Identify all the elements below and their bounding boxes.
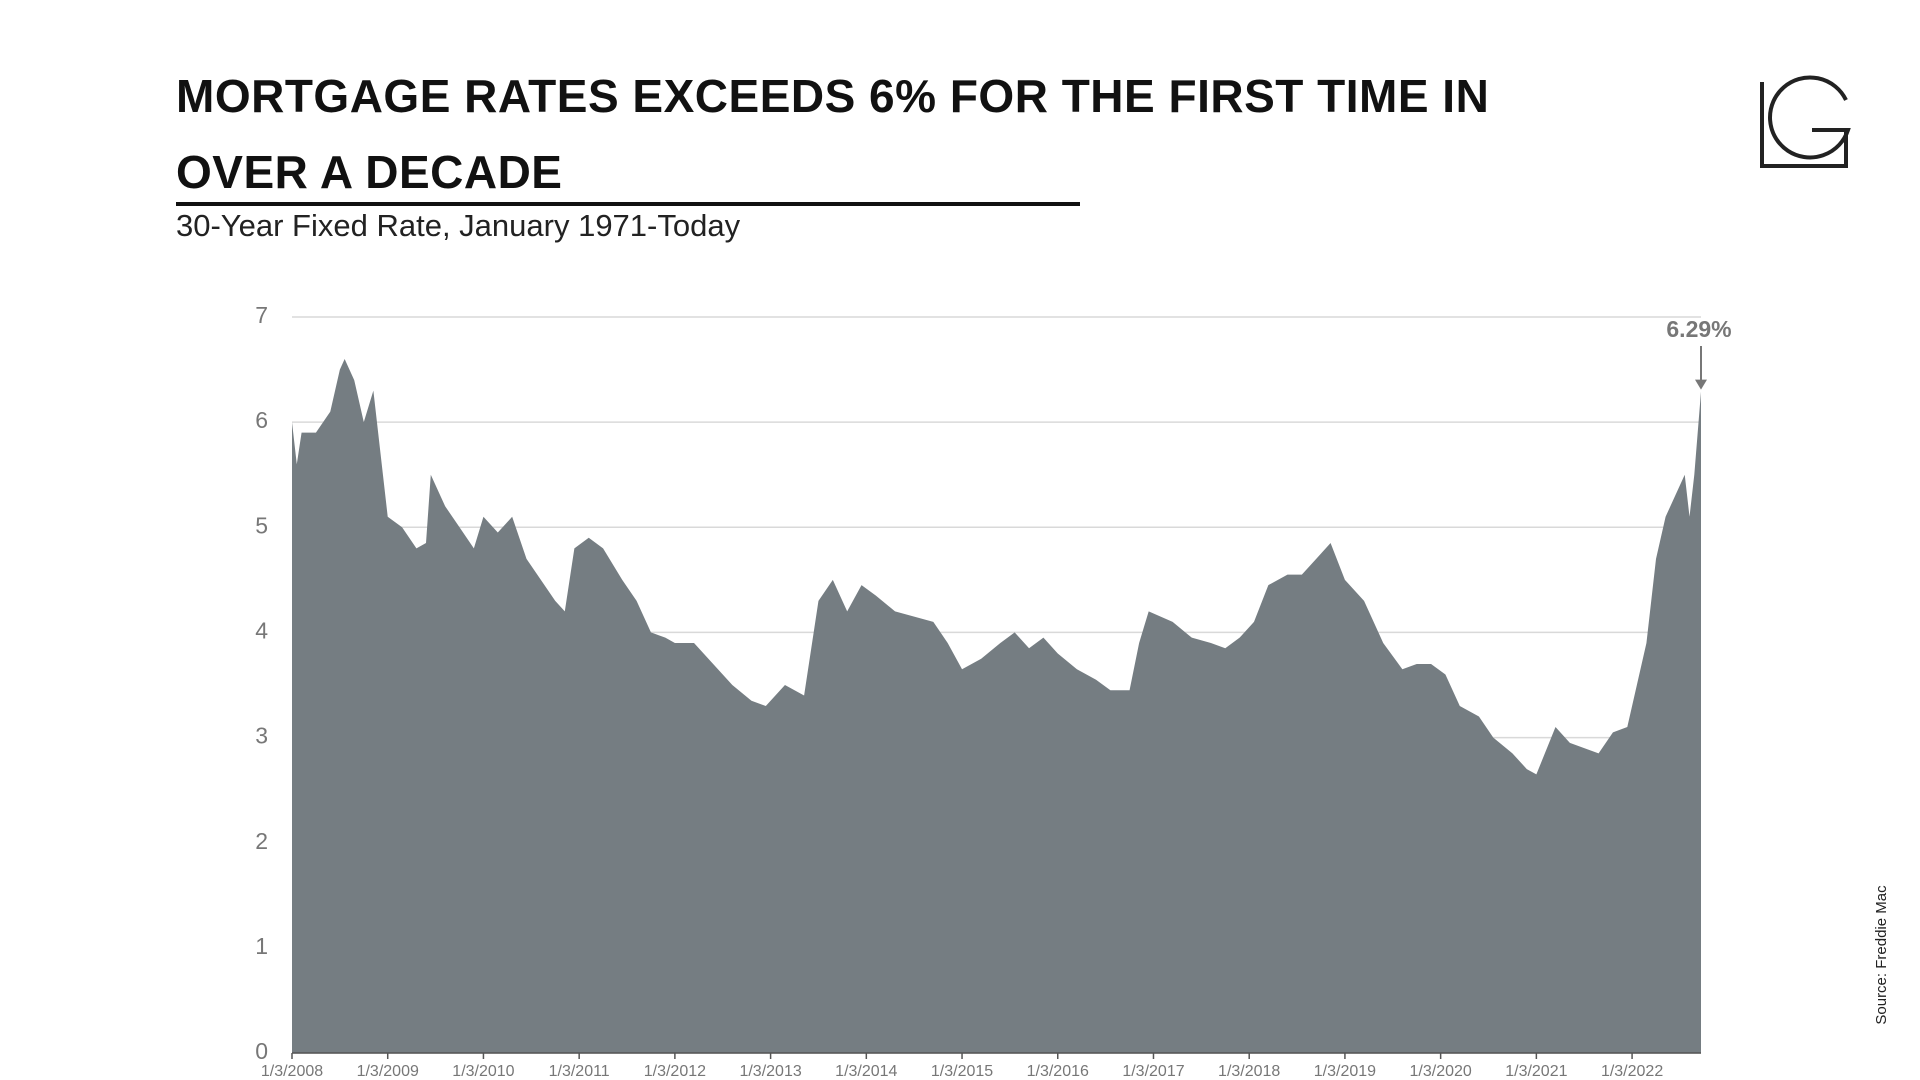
y-tick-label: 7 xyxy=(255,302,268,328)
x-tick-label: 1/3/2019 xyxy=(1314,1063,1376,1080)
annotation-arrowhead xyxy=(1695,379,1707,390)
y-tick-label: 5 xyxy=(255,512,268,538)
x-tick-label: 1/3/2016 xyxy=(1027,1063,1089,1080)
x-tick-label: 1/3/2011 xyxy=(549,1063,610,1080)
area xyxy=(292,359,1701,1053)
annotation: 6.29% xyxy=(1666,316,1731,342)
x-tick-label: 1/3/2010 xyxy=(452,1063,514,1080)
chart-title: MORTGAGE RATES EXCEEDS 6% FOR THE FIRST … xyxy=(176,70,1490,198)
title-rule xyxy=(176,202,1080,206)
logo xyxy=(1760,75,1851,168)
x-tick-label: 1/3/2012 xyxy=(644,1063,706,1080)
x-tick-label: 1/3/2008 xyxy=(261,1063,323,1080)
y-tick-label: 0 xyxy=(255,1038,268,1064)
y-tick-label: 6 xyxy=(255,407,268,433)
x-tick-label: 1/3/2015 xyxy=(931,1063,993,1080)
chart-subtitle: 30-Year Fixed Rate, January 1971-Today xyxy=(176,208,741,243)
y-tick-label: 1 xyxy=(255,933,268,959)
y-tick-label: 4 xyxy=(255,618,268,644)
y-tick-label: 2 xyxy=(255,828,268,854)
x-tick-label: 1/3/2021 xyxy=(1505,1063,1567,1080)
logo-l xyxy=(1760,82,1848,168)
x-tick-label: 1/3/2013 xyxy=(739,1063,801,1080)
logo-g xyxy=(1768,75,1851,160)
x-tick-label: 1/3/2020 xyxy=(1410,1063,1472,1080)
x-tick-label: 1/3/2022 xyxy=(1601,1063,1663,1080)
x-tick-label: 1/3/2017 xyxy=(1122,1063,1184,1080)
source: Source: Freddie Mac xyxy=(1873,885,1890,1025)
y-tick-label: 3 xyxy=(255,723,268,749)
x-tick-label: 1/3/2009 xyxy=(357,1063,419,1080)
x-tick-label: 1/3/2014 xyxy=(835,1063,897,1080)
x-tick-label: 1/3/2018 xyxy=(1218,1063,1280,1080)
